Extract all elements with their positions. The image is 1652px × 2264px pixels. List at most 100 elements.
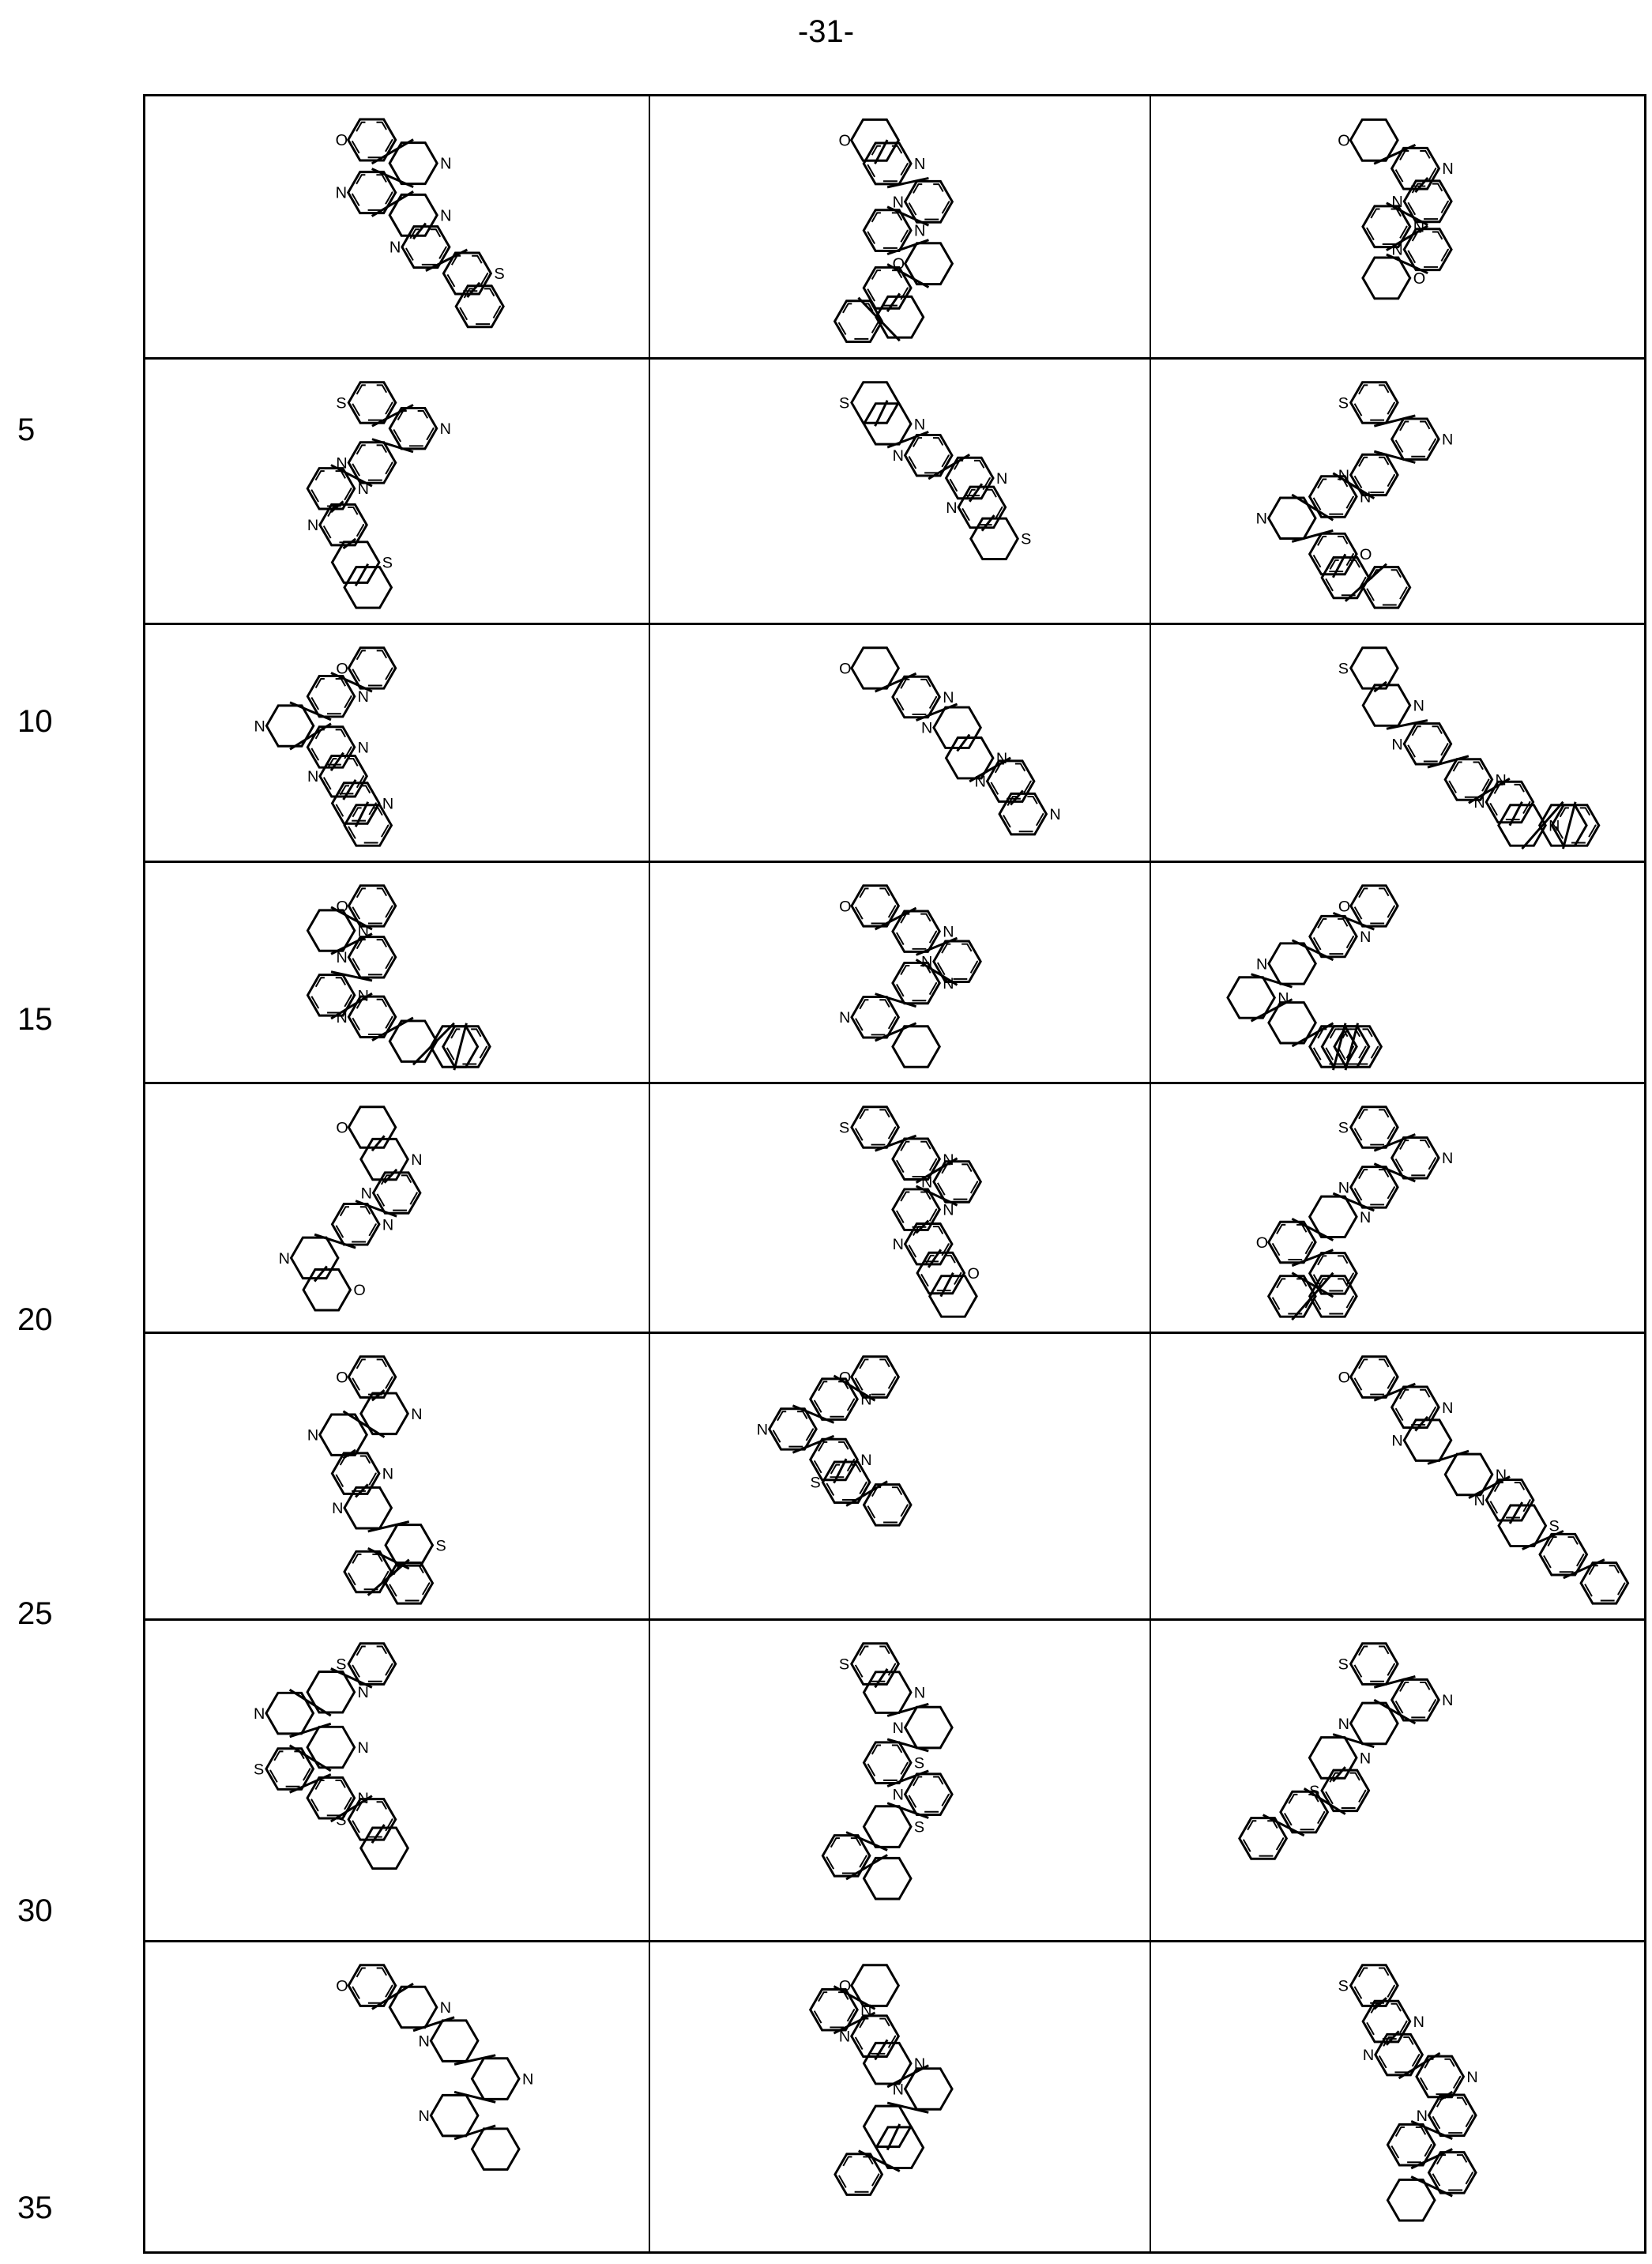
double-bond xyxy=(909,1777,949,1812)
ring xyxy=(1269,498,1315,538)
table-row: ONNNNONNNNSNNNN xyxy=(145,1940,1644,2254)
chemical-structure-image: SNNNNS xyxy=(145,360,649,623)
double-bond xyxy=(1354,888,1394,923)
chemical-structure-image: ONNNNS xyxy=(145,1334,649,1618)
chemical-structure-image: ONNNS xyxy=(650,1334,1150,1618)
double-bond xyxy=(1366,209,1406,244)
atom-label: N xyxy=(411,1151,422,1169)
double-bond xyxy=(352,122,393,158)
atom-label: S xyxy=(1309,1783,1319,1800)
ring xyxy=(1351,1357,1398,1398)
ring xyxy=(1404,229,1451,270)
atom-label: O xyxy=(839,1978,851,1995)
atom-label: N xyxy=(254,718,265,735)
bond xyxy=(331,972,372,981)
atom-label: N xyxy=(839,2029,850,2046)
ring xyxy=(431,2095,478,2136)
atom-label: O xyxy=(1338,132,1350,149)
double-bond xyxy=(1420,2059,1460,2094)
atom-label: N xyxy=(1442,1692,1453,1709)
atom-label: N xyxy=(1360,488,1371,506)
atom-label: S xyxy=(1338,660,1349,677)
double-bond xyxy=(896,1192,936,1226)
atom-label: N xyxy=(361,1185,372,1202)
ring xyxy=(905,2069,953,2110)
ring xyxy=(1351,1703,1398,1744)
atom-label: N xyxy=(1413,697,1424,714)
atom-label: S xyxy=(810,1475,820,1492)
atom-label: N xyxy=(358,688,369,706)
table-cell: SNNSNS xyxy=(649,1621,1150,1940)
atom-label: N xyxy=(1338,1179,1349,1196)
ring xyxy=(770,1409,817,1449)
double-bond xyxy=(1354,458,1394,492)
atom-label: N xyxy=(522,2071,533,2089)
ring xyxy=(307,676,354,716)
atom-label: N xyxy=(921,954,932,971)
ring xyxy=(389,143,437,184)
double-bond xyxy=(310,1780,351,1815)
page-number: -31- xyxy=(0,14,1652,50)
bond xyxy=(454,2092,495,2102)
atom-label: N xyxy=(1442,1150,1453,1167)
ring xyxy=(1363,685,1409,725)
atom-label: N xyxy=(860,1392,871,1409)
ring xyxy=(344,567,391,608)
double-bond xyxy=(855,2019,895,2054)
ring xyxy=(835,2154,882,2195)
atom-label: N xyxy=(336,1009,347,1027)
double-bond xyxy=(950,461,990,495)
atom-label: O xyxy=(336,660,348,677)
ring xyxy=(348,648,395,688)
double-bond xyxy=(336,1456,376,1491)
ring xyxy=(333,783,379,823)
table-row: ONNNNNONNNNNSNNNNN xyxy=(145,623,1644,861)
atom-label: N xyxy=(1413,2013,1424,2031)
ring xyxy=(443,1027,490,1067)
atom-label: N xyxy=(1391,736,1402,753)
ring xyxy=(348,1357,396,1398)
atom-label: S xyxy=(336,1811,346,1829)
atom-label: N xyxy=(440,1999,451,2017)
atom-label: N xyxy=(418,2108,429,2125)
atom-label: N xyxy=(1338,467,1349,484)
double-bond xyxy=(896,914,936,949)
ring xyxy=(1351,1167,1398,1208)
table-cell: ONNNNO xyxy=(1150,96,1646,357)
double-bond xyxy=(1407,726,1447,761)
double-bond xyxy=(867,1746,908,1780)
ring xyxy=(1429,2153,1477,2194)
ring xyxy=(1363,258,1410,299)
atom-label: N xyxy=(914,416,925,433)
ring xyxy=(1240,1818,1287,1859)
atom-label: N xyxy=(1496,1467,1507,1484)
double-bond xyxy=(1313,479,1353,514)
ring xyxy=(905,181,953,222)
double-bond xyxy=(1407,232,1447,266)
double-bond xyxy=(1584,1565,1624,1600)
atom-label: N xyxy=(921,720,932,737)
atom-label: N xyxy=(893,194,904,211)
atom-label: O xyxy=(1256,1234,1268,1252)
atom-label: N xyxy=(389,239,401,257)
atom-label: O xyxy=(1413,270,1426,288)
ring xyxy=(348,1799,396,1840)
atom-label: N xyxy=(358,1739,369,1757)
double-bond xyxy=(323,507,363,542)
double-bond xyxy=(867,146,907,182)
chemical-structure-image: SNNNNO xyxy=(650,1084,1150,1332)
atom-label: N xyxy=(1391,1433,1402,1450)
atom-label: S xyxy=(382,555,393,572)
ring xyxy=(1351,1644,1398,1685)
atom-label: S xyxy=(839,1119,849,1136)
double-bond xyxy=(310,471,351,506)
table-row: ONNNNSONNNOONNNNO xyxy=(145,96,1644,357)
ring xyxy=(431,2021,478,2062)
atom-label: N xyxy=(975,774,986,791)
table-cell: SNNNNS xyxy=(145,360,649,623)
double-bond xyxy=(1556,808,1596,842)
line-number: 35 xyxy=(17,2192,53,2224)
atom-label: N xyxy=(382,1466,393,1483)
atom-label: N xyxy=(1474,1492,1485,1509)
double-bond xyxy=(310,729,351,764)
